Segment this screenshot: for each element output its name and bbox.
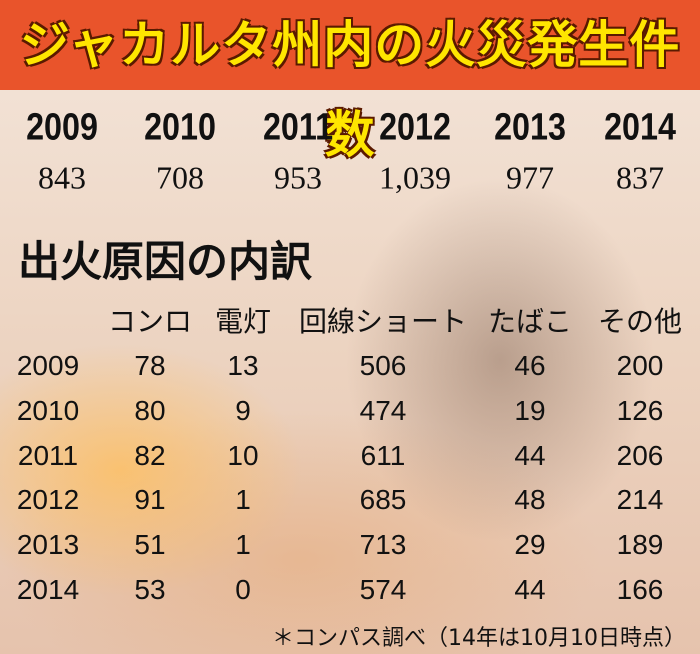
table-cell: 53 bbox=[134, 574, 166, 605]
column-header: 電灯 bbox=[214, 305, 272, 338]
row-year: 2014 bbox=[16, 574, 80, 605]
table-cell: 189 bbox=[616, 529, 664, 560]
row-year: 2011 bbox=[17, 440, 79, 471]
table-cell: 1 bbox=[235, 529, 251, 560]
column-header: たばこ bbox=[487, 305, 573, 338]
table-cell: 19 bbox=[514, 395, 546, 426]
row-year: 2013 bbox=[16, 529, 80, 560]
table-cell: 46 bbox=[514, 350, 546, 381]
table-cell: 44 bbox=[514, 440, 546, 471]
table-cell: 206 bbox=[616, 440, 664, 471]
year-label: 2012 bbox=[379, 106, 451, 149]
total-value: 843 bbox=[38, 159, 86, 196]
total-value: 837 bbox=[616, 159, 664, 196]
table-cell: 713 bbox=[359, 529, 407, 560]
table-cell: 1 bbox=[235, 484, 251, 515]
footnote: ＊コンパス調べ（14年は10月10日時点） bbox=[272, 626, 686, 651]
table-cell: 80 bbox=[134, 395, 166, 426]
table-cell: 10 bbox=[227, 440, 259, 471]
year-label: 2010 bbox=[144, 106, 216, 149]
title: ジャカルタ州内の火災発生件数 bbox=[19, 16, 681, 164]
total-value: 977 bbox=[506, 159, 554, 196]
total-value: 708 bbox=[156, 159, 204, 196]
row-year: 2012 bbox=[16, 484, 80, 515]
table-cell: 29 bbox=[514, 529, 546, 560]
year-label: 2011 bbox=[262, 106, 334, 149]
section-heading: 出火原因の内訳 bbox=[18, 237, 313, 286]
table-cell: 0 bbox=[235, 574, 251, 605]
table-cell: 214 bbox=[616, 484, 664, 515]
column-header: その他 bbox=[597, 305, 683, 338]
table-cell: 13 bbox=[227, 350, 259, 381]
column-header: コンロ bbox=[107, 305, 193, 338]
table-cell: 611 bbox=[360, 440, 406, 471]
table-cell: 574 bbox=[359, 574, 407, 605]
year-label: 2014 bbox=[604, 106, 676, 149]
total-value: 1,039 bbox=[379, 159, 451, 196]
table-cell: 200 bbox=[616, 350, 664, 381]
table-cell: 685 bbox=[359, 484, 407, 515]
table-cell: 44 bbox=[514, 574, 546, 605]
table-cell: 51 bbox=[134, 529, 166, 560]
year-label: 2009 bbox=[26, 106, 98, 149]
table-cell: 91 bbox=[134, 484, 166, 515]
table-cell: 474 bbox=[359, 395, 407, 426]
table-cell: 48 bbox=[514, 484, 546, 515]
column-header: 回線ショート bbox=[298, 305, 468, 338]
total-value: 953 bbox=[274, 159, 322, 196]
row-year: 2009 bbox=[16, 350, 80, 381]
table-cell: 78 bbox=[134, 350, 166, 381]
title-bar bbox=[0, 0, 700, 90]
year-label: 2013 bbox=[494, 106, 566, 149]
table-cell: 126 bbox=[616, 395, 664, 426]
table-cell: 82 bbox=[134, 440, 166, 471]
table-cell: 9 bbox=[235, 395, 251, 426]
table-cell: 166 bbox=[616, 574, 664, 605]
row-year: 2010 bbox=[16, 395, 80, 426]
table-cell: 506 bbox=[359, 350, 407, 381]
